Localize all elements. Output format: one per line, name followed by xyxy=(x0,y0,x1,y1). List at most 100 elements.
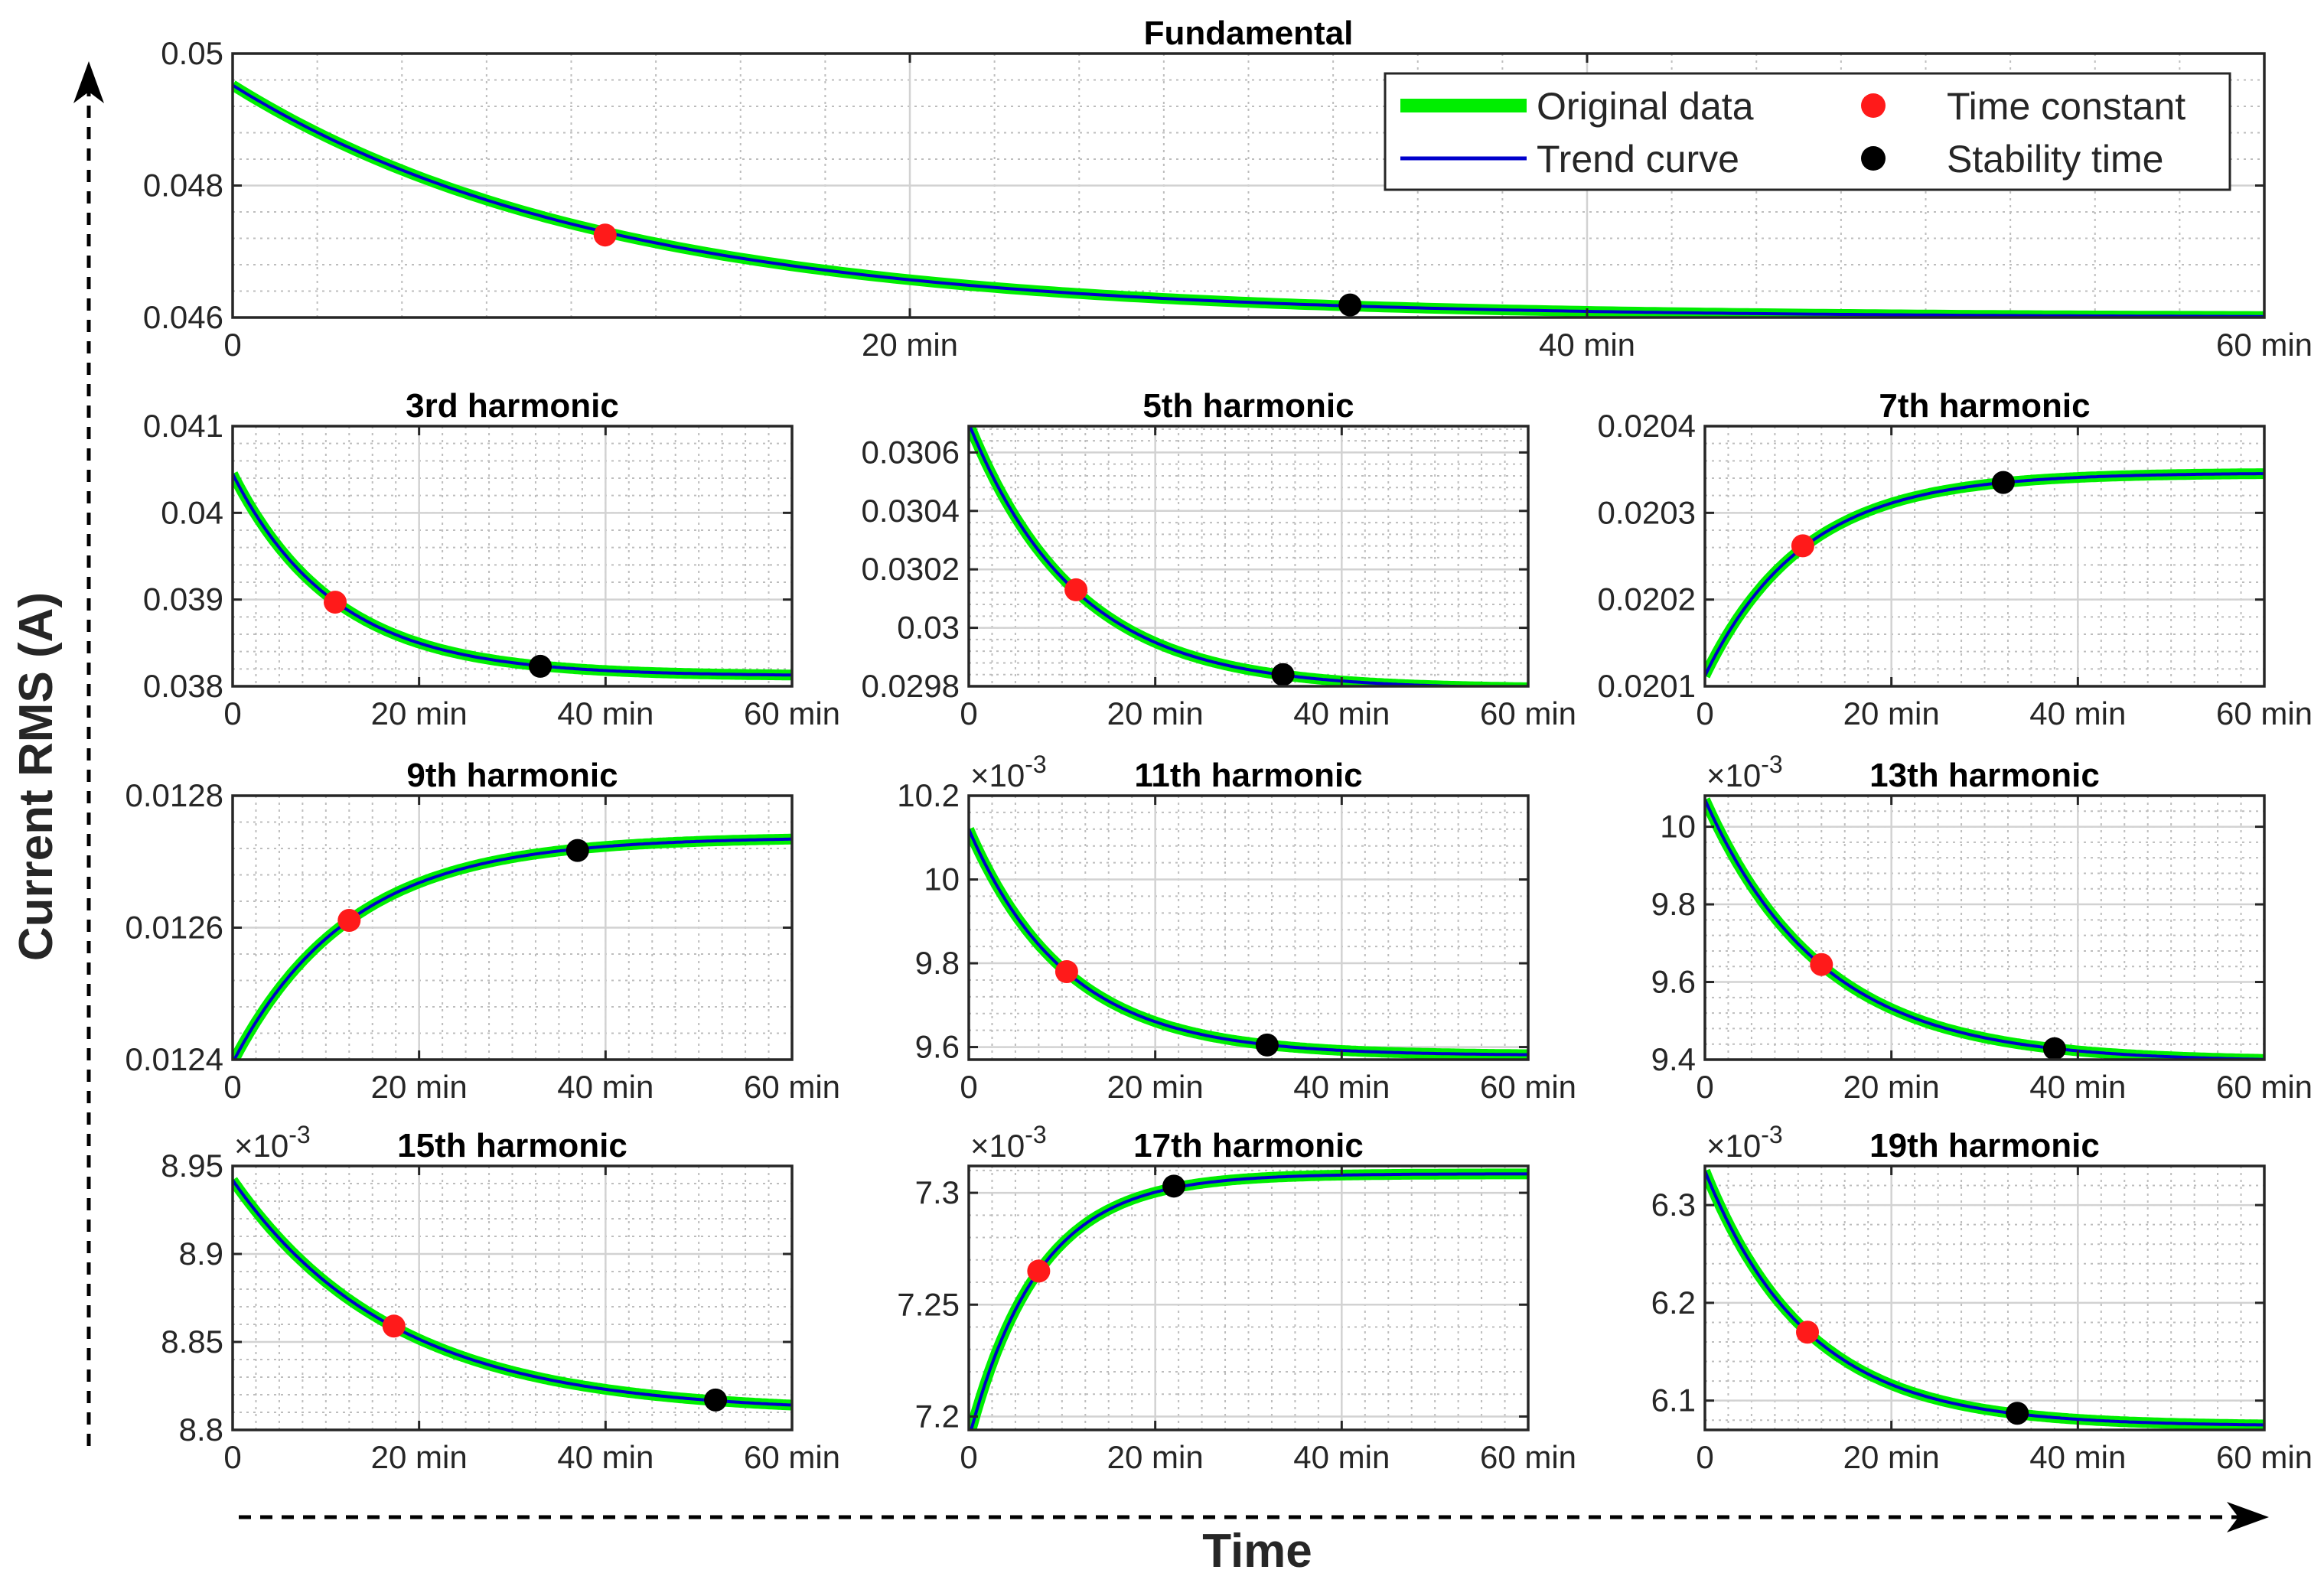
x-tick-label: 0 xyxy=(223,1069,241,1105)
y-exponent-power: -3 xyxy=(1761,751,1782,778)
x-tick-label: 0 xyxy=(1696,1439,1713,1475)
x-tick-label: 40 min xyxy=(2029,1439,2126,1475)
x-tick-label: 20 min xyxy=(1843,1069,1940,1105)
x-tick-label: 20 min xyxy=(1843,695,1940,731)
stability-time-point xyxy=(2042,1037,2066,1060)
x-arrow-head-icon xyxy=(2227,1502,2269,1532)
x-tick-label: 20 min xyxy=(1107,1069,1204,1105)
y-tick-label: 0.0204 xyxy=(1598,408,1696,444)
x-tick-label: 40 min xyxy=(2029,1069,2126,1105)
time-constant-point xyxy=(382,1314,406,1338)
y-tick-label: 7.3 xyxy=(915,1174,960,1210)
y-tick-label: 0.048 xyxy=(143,168,223,204)
grid xyxy=(1705,796,2264,1060)
time-constant-point xyxy=(1796,1321,1820,1344)
axes-box xyxy=(231,1164,794,1431)
y-tick-label: 10.2 xyxy=(897,777,960,813)
trend-curve-line xyxy=(970,1172,1528,1430)
trend-curve-line xyxy=(1705,799,2264,1060)
y-tick-label: 0.04 xyxy=(161,494,223,530)
y-arrow-head-icon xyxy=(73,61,104,103)
x-tick-label: 20 min xyxy=(371,1069,468,1105)
grid xyxy=(969,1166,1528,1430)
x-tick-label: 40 min xyxy=(557,1439,654,1475)
legend: Original data Trend curve Time constant … xyxy=(1384,72,2231,191)
x-tick-label: 20 min xyxy=(1843,1439,1940,1475)
y-tick-label: 9.6 xyxy=(915,1029,960,1065)
y-tick-label: 9.4 xyxy=(1651,1041,1696,1077)
legend-trend-label: Trend curve xyxy=(1537,138,1739,181)
chart-13th-harmonic: 0 20 min 40 min 60 min 9.4 9.6 9.8 10 ×10-3 13th … xyxy=(1651,751,2313,1105)
y-tick-label: 9.8 xyxy=(915,945,960,981)
series xyxy=(233,80,2264,318)
y-tick-label: 0.038 xyxy=(143,668,223,704)
time-constant-point xyxy=(1027,1259,1051,1283)
stability-time-point xyxy=(1255,1033,1279,1057)
grid xyxy=(969,796,1528,1060)
stability-time-point xyxy=(1338,293,1362,317)
y-tick-label: 0.0202 xyxy=(1598,581,1696,617)
stability-time-point xyxy=(1271,663,1295,686)
chart-title: 17th harmonic xyxy=(1133,1127,1364,1164)
x-tick-label: 60 min xyxy=(1480,1439,1576,1475)
y-tick-label: 0.046 xyxy=(143,299,223,335)
chart-title: 19th harmonic xyxy=(1869,1127,2100,1164)
y-tick-label: 0.0203 xyxy=(1598,494,1696,530)
chart-title: 15th harmonic xyxy=(397,1127,627,1164)
axes-box xyxy=(1703,425,2266,688)
chart-title: 9th harmonic xyxy=(406,757,618,794)
y-tick-label: 8.85 xyxy=(161,1324,223,1360)
legend-original-label: Original data xyxy=(1537,85,1754,128)
y-tick-label: 0.05 xyxy=(161,35,223,71)
x-tick-label: 0 xyxy=(223,695,241,731)
x-tick-label: 60 min xyxy=(744,1439,840,1475)
y-tick-label: 6.3 xyxy=(1651,1187,1696,1223)
grid xyxy=(233,796,792,1060)
series xyxy=(233,1177,792,1411)
chart-15th-harmonic: 0 20 min 40 min 60 min 8.8 8.85 8.9 8.95 ×10-3 15… xyxy=(161,1121,840,1475)
charts-layer: 0 20 min 40 min 60 min 0.046 0.048 0.05 Fundame… xyxy=(125,15,2313,1475)
time-constant-point xyxy=(1791,534,1814,558)
chart-title: 11th harmonic xyxy=(1134,757,1362,794)
y-tick-label: 0.041 xyxy=(143,408,223,444)
x-tick-label: 60 min xyxy=(2216,695,2313,731)
trend-curve-line xyxy=(233,837,792,1060)
x-tick-label: 60 min xyxy=(2216,1069,2313,1105)
stability-time-point xyxy=(566,839,589,862)
grid xyxy=(233,426,792,686)
axes-box xyxy=(231,425,794,688)
stability-time-point xyxy=(1162,1174,1186,1198)
time-constant-point xyxy=(593,223,617,247)
y-tick-label: 0.0128 xyxy=(125,777,223,813)
y-exponent-label: ×10-3 xyxy=(1706,1121,1783,1164)
legend-time-constant-dot xyxy=(1861,93,1886,118)
x-tick-label: 40 min xyxy=(557,1069,654,1105)
y-tick-label: 0.0201 xyxy=(1598,668,1696,704)
time-constant-point xyxy=(324,591,347,614)
chart-19th-harmonic: 0 20 min 40 min 60 min 6.1 6.2 6.3 ×10-3 19th ha… xyxy=(1651,1121,2313,1475)
y-exponent-label: ×10-3 xyxy=(1706,751,1783,793)
chart-9th-harmonic: 0 20 min 40 min 60 min 0.0124 0.0126 0.0128 9th… xyxy=(125,757,841,1105)
axes-box xyxy=(1703,1164,2266,1431)
axes-box xyxy=(967,794,1530,1061)
trend-curve-line xyxy=(233,83,2264,318)
x-tick-label: 20 min xyxy=(371,1439,468,1475)
x-tick-label: 0 xyxy=(960,1439,977,1475)
legend-box xyxy=(1384,72,2231,191)
chart-5th-harmonic: 0 20 min 40 min 60 min 0.0298 0.03 0.0302 0.030… xyxy=(862,387,1577,731)
stability-time-point xyxy=(529,654,552,678)
y-tick-label: 6.2 xyxy=(1651,1285,1696,1321)
time-constant-point xyxy=(1054,960,1078,983)
y-tick-label: 8.9 xyxy=(179,1236,223,1272)
y-tick-label: 0.0302 xyxy=(862,551,960,587)
x-tick-label: 40 min xyxy=(557,695,654,731)
series xyxy=(969,1168,1528,1430)
y-exponent-power: -3 xyxy=(1761,1121,1782,1148)
x-tick-label: 0 xyxy=(1696,695,1713,731)
x-tick-label: 40 min xyxy=(2029,695,2126,731)
axes-box xyxy=(967,425,1530,688)
chart-7th-harmonic: 0 20 min 40 min 60 min 0.0201 0.0202 0.0203 0.0… xyxy=(1598,387,2313,731)
axes-box xyxy=(967,1164,1530,1431)
stability-time-point xyxy=(1991,471,2015,494)
y-tick-label: 10 xyxy=(1660,809,1696,845)
